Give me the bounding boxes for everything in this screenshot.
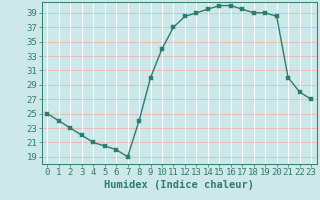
X-axis label: Humidex (Indice chaleur): Humidex (Indice chaleur)	[104, 180, 254, 190]
